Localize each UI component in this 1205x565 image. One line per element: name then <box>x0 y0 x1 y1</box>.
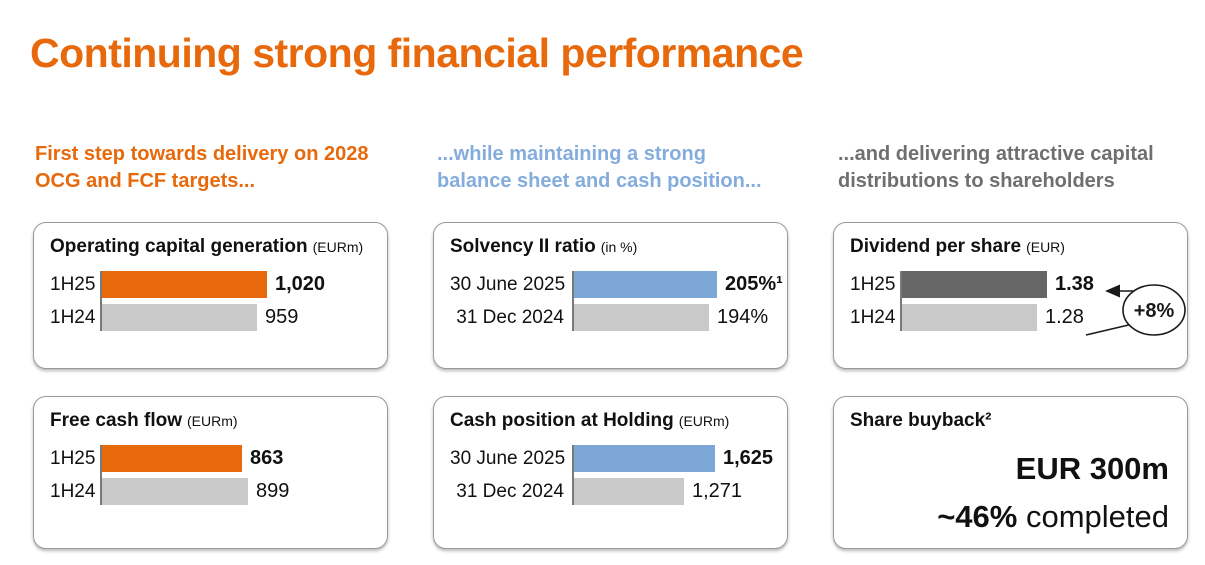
chart-unit: (EURm) <box>678 413 730 429</box>
chart-unit: (in %) <box>600 239 638 255</box>
chart-axis <box>572 271 574 331</box>
column-heading-distributions: ...and delivering attractive capital dis… <box>838 141 1205 195</box>
buyback-progress-value: ~46% <box>937 499 1018 534</box>
card-title: Share buyback² <box>850 409 1171 433</box>
chart-title: Operating capital generation <box>50 236 308 257</box>
chart-row: 1H24 899 <box>50 478 371 505</box>
heading-line: First step towards delivery on 2028 <box>35 143 369 165</box>
bar-chart: 1H25 863 1H24 899 <box>50 445 371 505</box>
bar-category-label: 30 June 2025 <box>450 273 566 295</box>
bar-value-label: 1,020 <box>275 273 326 295</box>
chart-row: 1H24 1.28 <box>850 304 1171 331</box>
bar-chart: 30 June 2025 1,625 31 Dec 2024 1,271 <box>450 445 774 505</box>
bar-value-label: 863 <box>250 447 284 469</box>
bar-chart: 30 June 2025 205%¹ 31 Dec 2024 194% <box>450 271 783 331</box>
chart-axis <box>100 445 102 505</box>
chart-axis <box>900 271 902 331</box>
bar-category-label: 1H24 <box>50 480 96 502</box>
bar-category-label: 1H25 <box>50 447 96 469</box>
chart-row: 31 Dec 2024 194% <box>450 304 771 331</box>
card-free-cash-flow: Free cash flow (EURm) 1H25 863 1H24 899 <box>33 396 388 549</box>
chart-title: Solvency II ratio <box>450 236 596 257</box>
chart-axis <box>572 445 574 505</box>
card-solvency-ii-ratio: Solvency II ratio (in %) 30 June 2025 205%… <box>433 222 788 369</box>
bar-1h24 <box>102 478 248 505</box>
heading-line: distributions to shareholders <box>838 170 1115 192</box>
bar-value-label: 205%¹ <box>725 273 783 295</box>
bar-31-dec-2024 <box>574 478 684 505</box>
chart-row: 1H25 1,020 <box>50 271 371 298</box>
column-heading-balance-sheet: ...while maintaining a strong balance sh… <box>437 141 822 195</box>
card-operating-capital-generation: Operating capital generation (EURm) 1H25 1… <box>33 222 388 369</box>
card-title: Solvency II ratio (in %) <box>450 235 771 259</box>
bar-value-label: 194% <box>717 306 769 328</box>
heading-line: OCG and FCF targets... <box>35 170 256 192</box>
bar-30-june-2025 <box>574 271 717 298</box>
bar-value-label: 1,271 <box>692 480 743 502</box>
chart-row: 30 June 2025 205%¹ <box>450 271 783 298</box>
bar-1h25 <box>102 445 242 472</box>
heading-line: balance sheet and cash position... <box>437 170 762 192</box>
card-title: Dividend per share (EUR) <box>850 235 1171 259</box>
card-title: Cash position at Holding (EURm) <box>450 409 771 433</box>
bar-category-label: 31 Dec 2024 <box>456 306 564 328</box>
bar-value-label: 1,625 <box>723 447 774 469</box>
chart-row: 30 June 2025 1,625 <box>450 445 774 472</box>
buyback-progress: ~46% completed <box>850 499 1171 535</box>
bar-value-label: 1.38 <box>1055 273 1094 295</box>
chart-row: 31 Dec 2024 1,271 <box>450 478 771 505</box>
buyback-progress-suffix: completed <box>1025 499 1169 534</box>
chart-title: Free cash flow <box>50 410 182 431</box>
card-title: Free cash flow (EURm) <box>50 409 371 433</box>
buyback-title: Share buyback² <box>850 410 992 431</box>
bar-chart: 1H25 1.38 1H24 1.28 <box>850 271 1171 331</box>
chart-row: 1H25 1.38 <box>850 271 1171 298</box>
chart-unit: (EURm) <box>312 239 364 255</box>
bar-category-label: 30 June 2025 <box>450 447 566 469</box>
bar-value-label: 899 <box>256 480 290 502</box>
card-title: Operating capital generation (EURm) <box>50 235 371 259</box>
bar-category-label: 31 Dec 2024 <box>456 480 564 502</box>
bar-value-label: 959 <box>265 306 299 328</box>
card-dividend-per-share: Dividend per share (EUR) 1H25 1.38 1H24 1.28… <box>833 222 1188 369</box>
chart-title: Dividend per share <box>850 236 1022 257</box>
chart-axis <box>100 271 102 331</box>
slide-title: Continuing strong financial performance <box>30 30 804 77</box>
bar-1h25 <box>902 271 1047 298</box>
chart-title: Cash position at Holding <box>450 410 674 431</box>
chart-row: 1H25 863 <box>50 445 371 472</box>
bar-1h24 <box>902 304 1037 331</box>
card-share-buyback: Share buyback² EUR 300m ~46% completed <box>833 396 1188 549</box>
bar-category-label: 1H24 <box>50 306 96 328</box>
bar-chart: 1H25 1,020 1H24 959 <box>50 271 371 331</box>
bar-category-label: 1H25 <box>850 273 896 295</box>
heading-line: ...and delivering attractive capital <box>838 143 1154 165</box>
bar-category-label: 1H24 <box>850 306 896 328</box>
bar-1h24 <box>102 304 257 331</box>
column-heading-targets: First step towards delivery on 2028 OCG … <box>35 141 435 195</box>
bar-category-label: 1H25 <box>50 273 96 295</box>
chart-row: 1H24 959 <box>50 304 371 331</box>
chart-unit: (EUR) <box>1026 239 1065 255</box>
bar-1h25 <box>102 271 267 298</box>
bar-30-june-2025 <box>574 445 715 472</box>
buyback-amount: EUR 300m <box>1015 451 1169 486</box>
heading-line: ...while maintaining a strong <box>437 143 706 165</box>
card-cash-position-at-holding: Cash position at Holding (EURm) 30 June 2… <box>433 396 788 549</box>
bar-value-label: 1.28 <box>1045 306 1084 328</box>
bar-31-dec-2024 <box>574 304 709 331</box>
chart-unit: (EURm) <box>187 413 238 429</box>
